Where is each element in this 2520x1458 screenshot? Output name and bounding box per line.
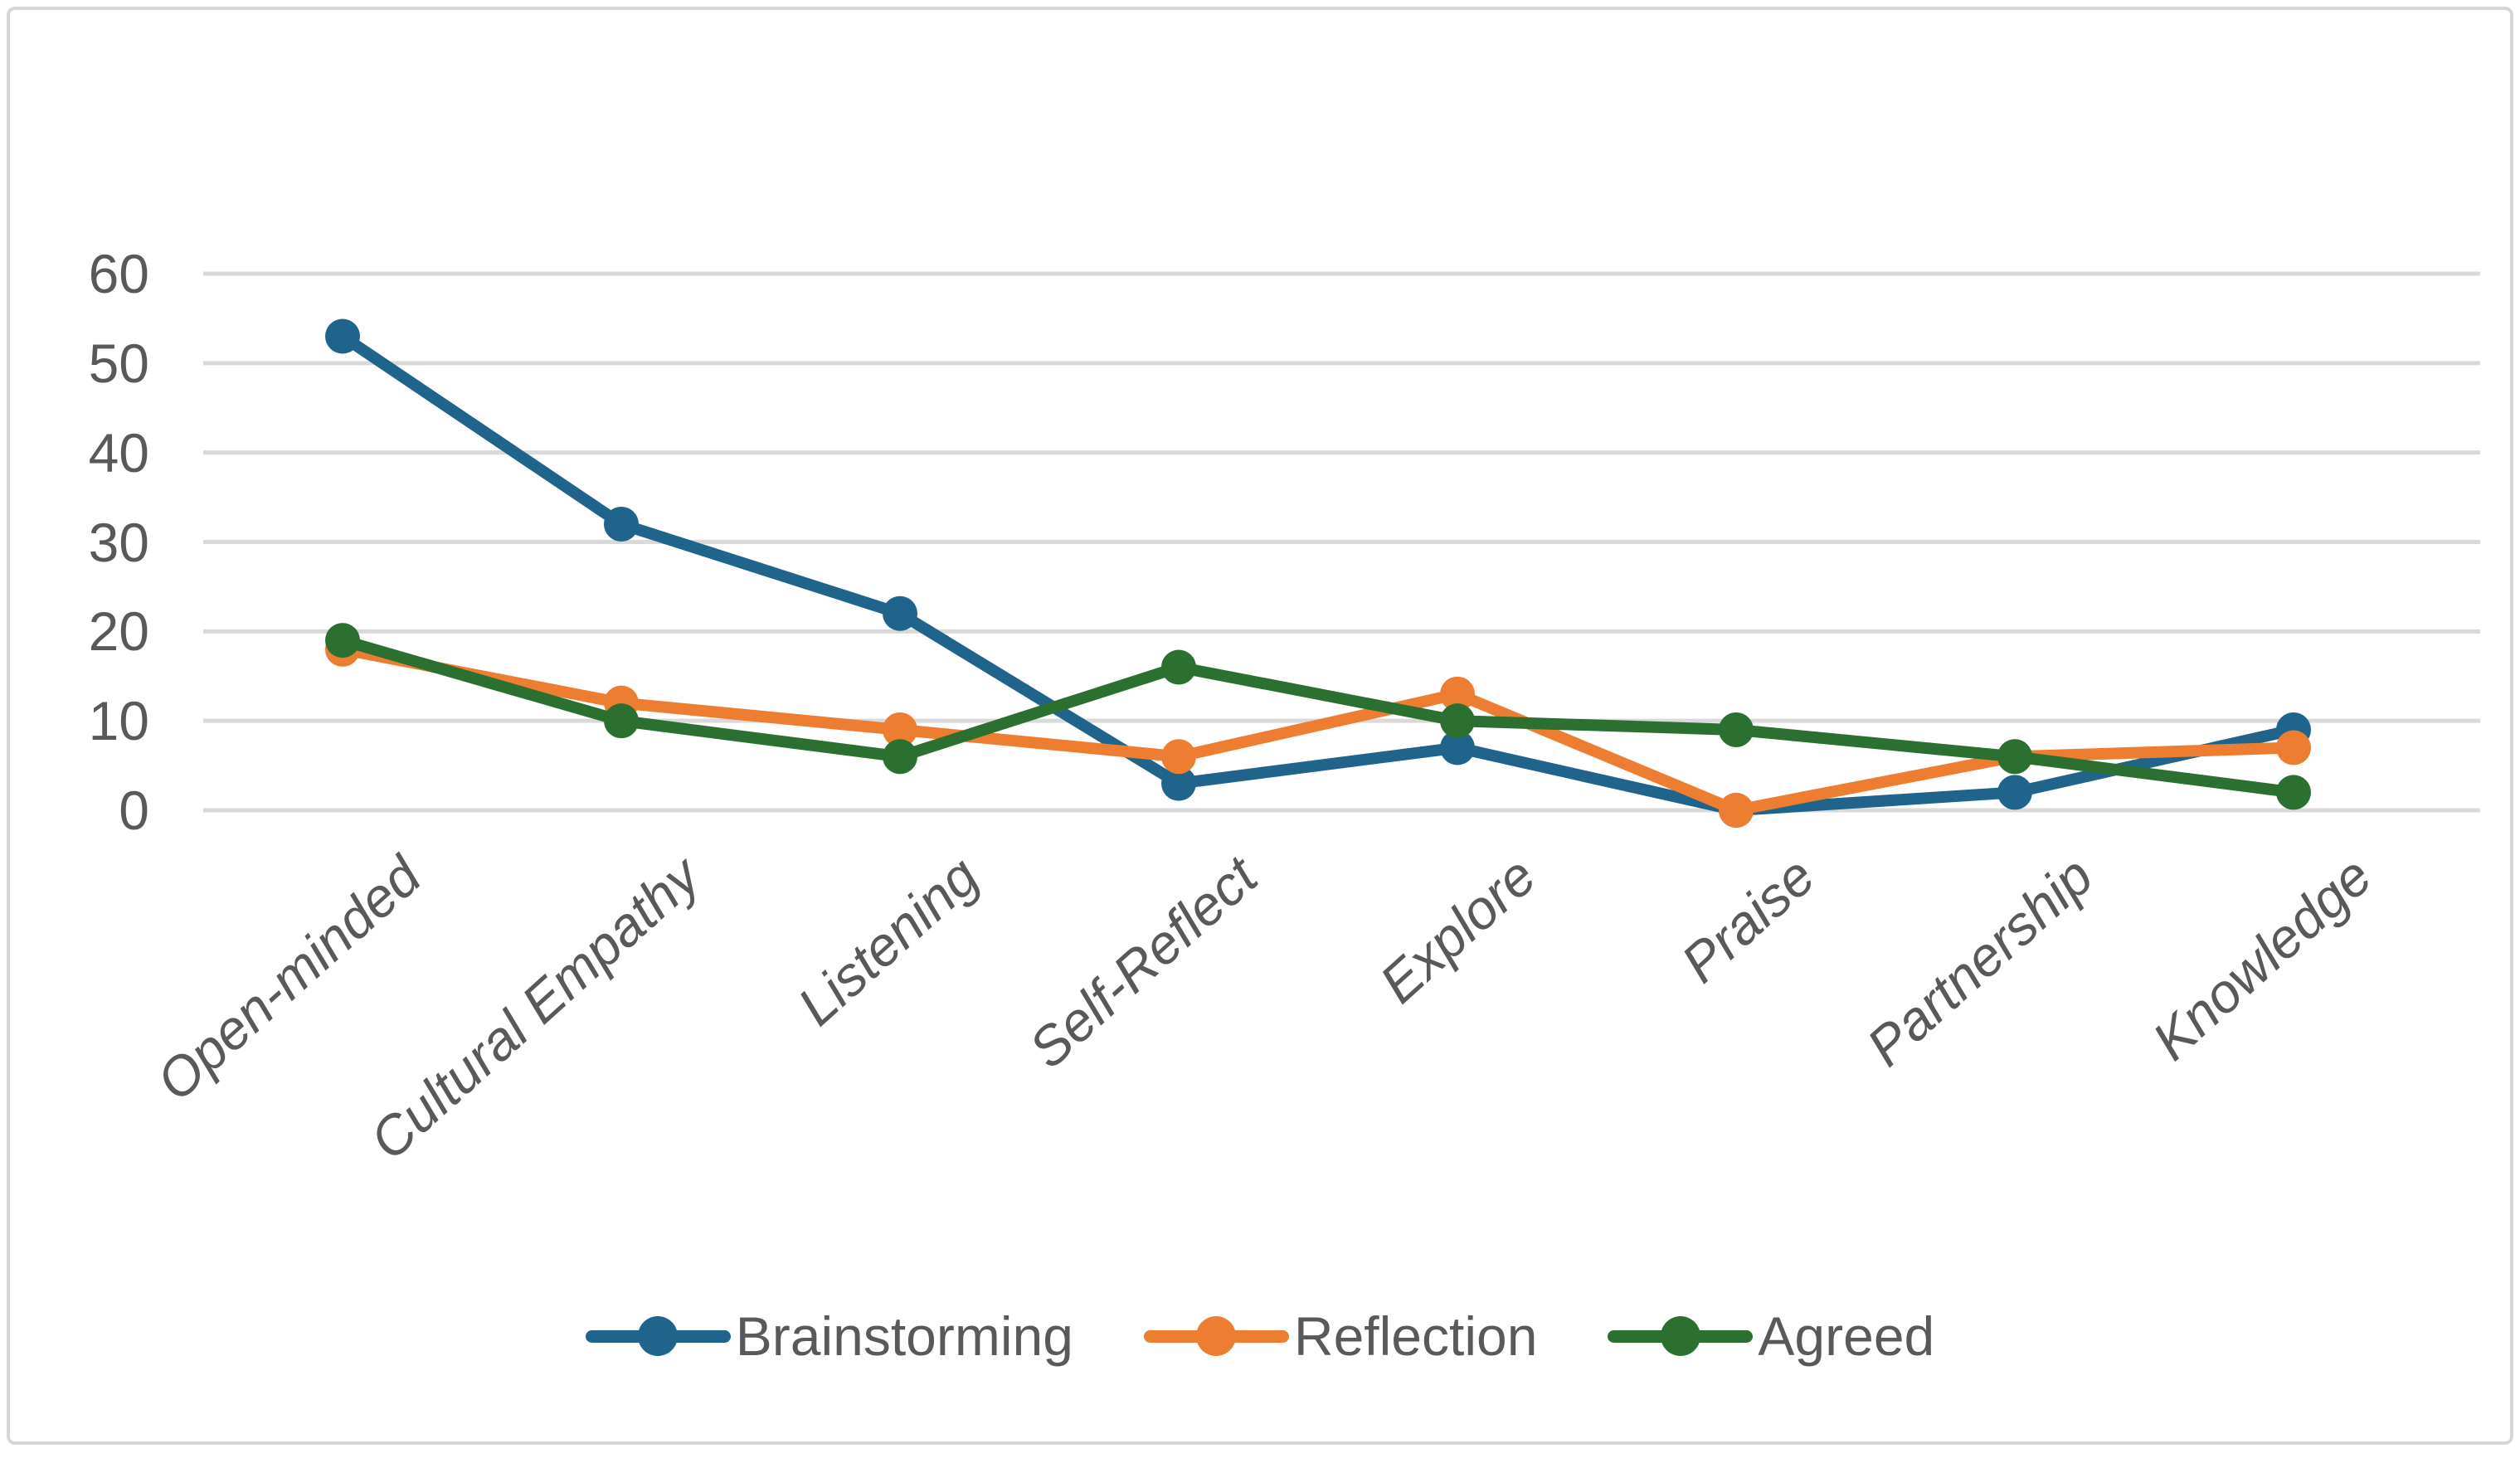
legend-label: Brainstorming <box>735 1305 1073 1367</box>
y-tick-label: 10 <box>88 690 149 752</box>
data-point-reflection <box>1161 739 1196 775</box>
data-point-agreed <box>1440 703 1475 739</box>
y-tick-label: 20 <box>88 600 149 663</box>
y-tick-label: 40 <box>88 421 149 484</box>
series-line-brainstorming <box>337 330 2299 816</box>
data-point-agreed <box>883 739 917 775</box>
y-tick-label: 30 <box>88 511 149 573</box>
data-point-brainstorming <box>325 318 360 354</box>
data-point-agreed <box>604 703 639 739</box>
data-point-agreed <box>1997 739 2032 775</box>
data-point-reflection <box>883 712 917 747</box>
series-line-agreed <box>337 634 2299 799</box>
legend-dot-icon <box>1196 1316 1237 1356</box>
data-point-brainstorming <box>1161 765 1196 801</box>
data-point-reflection <box>1719 793 1754 828</box>
legend-label: Reflection <box>1293 1305 1538 1367</box>
y-tick-label: 0 <box>119 780 149 841</box>
series-line-reflection <box>337 643 2299 816</box>
data-point-brainstorming <box>1997 775 2032 810</box>
data-point-reflection <box>2276 730 2311 765</box>
legend-item-agreed: Agreed <box>1608 1299 1934 1373</box>
data-point-brainstorming <box>604 506 639 542</box>
legend-item-reflection: Reflection <box>1143 1299 1538 1373</box>
data-point-agreed <box>325 623 360 659</box>
data-point-agreed <box>2276 775 2311 810</box>
legend-item-brainstorming: Brainstorming <box>585 1299 1073 1373</box>
data-point-agreed <box>1161 649 1196 685</box>
y-tick-label: 60 <box>88 243 149 305</box>
legend-marker-icon <box>1143 1316 1289 1356</box>
y-tick-label: 50 <box>88 332 149 394</box>
data-point-reflection <box>1440 676 1475 712</box>
legend-dot-icon <box>1660 1316 1700 1356</box>
legend-dot-icon <box>638 1316 679 1356</box>
data-point-agreed <box>1719 712 1754 747</box>
legend-marker-icon <box>585 1316 731 1356</box>
legend-label: Agreed <box>1758 1305 1935 1367</box>
data-point-brainstorming <box>883 595 917 631</box>
data-point-brainstorming <box>1440 730 1475 765</box>
legend-marker-icon <box>1608 1316 1754 1356</box>
legend: Brainstorming Reflection Agreed <box>0 1299 2520 1373</box>
